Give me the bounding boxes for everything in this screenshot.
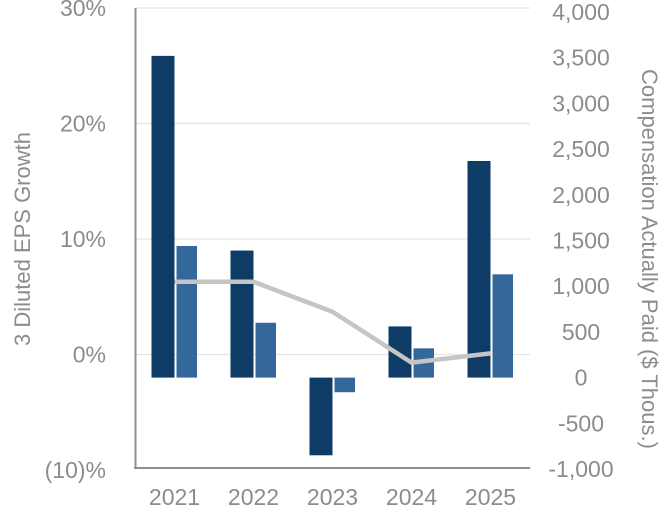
bar-compensation-dark-blue-bars-2025 (467, 160, 491, 378)
bar-compensation-dark-blue-bars-2024 (388, 326, 412, 378)
eps-growth-line (174, 279, 491, 365)
right-axis-tick-label: 2,500 (552, 136, 610, 162)
bar-compensation-light-blue-bars-2021 (176, 245, 197, 378)
bar-compensation-dark-blue-bars-2022 (230, 250, 254, 378)
x-axis-tick-label: 2023 (307, 484, 358, 510)
left-axis-tick-label: 10% (60, 226, 106, 252)
right-axis-tick-label: 1,500 (552, 228, 610, 254)
right-axis-tick-label: 0 (575, 365, 588, 391)
right-axis-tick-label: 3,500 (552, 45, 610, 71)
left-axis-tick-label: 0% (73, 342, 106, 368)
right-axis-tick-label: 500 (562, 319, 600, 345)
bar-compensation-light-blue-bars-2025 (492, 274, 513, 378)
right-axis-tick-label: 3,000 (552, 90, 610, 116)
right-axis-tick-label: 2,000 (552, 182, 610, 208)
bar-compensation-dark-blue-bars-2023 (309, 377, 333, 456)
x-axis-tick-label: 2021 (149, 484, 200, 510)
left-axis-title: 3 Diluted EPS Growth (10, 132, 35, 346)
right-axis-title: Compensation Actually Paid ($ Thous.) (637, 69, 662, 449)
x-axis-tick-label: 2025 (465, 484, 516, 510)
right-axis-tick-label: -500 (558, 410, 604, 436)
left-axis-tick-label: (10)% (45, 457, 106, 483)
bar-compensation-dark-blue-bars-2021 (151, 55, 175, 378)
bar-compensation-light-blue-bars-2022 (255, 322, 276, 378)
right-axis-tick-label: 1,000 (552, 273, 610, 299)
left-axis-tick-label: 20% (60, 111, 106, 137)
right-axis-tick-label: 4,000 (552, 0, 610, 25)
left-axis-tick-label: 30% (60, 0, 106, 21)
right-axis-tick-label: -1,000 (548, 456, 613, 482)
x-axis-tick-label: 2022 (228, 484, 279, 510)
x-axis-tick-label: 2024 (386, 484, 437, 510)
bar-compensation-light-blue-bars-2023 (334, 377, 355, 393)
